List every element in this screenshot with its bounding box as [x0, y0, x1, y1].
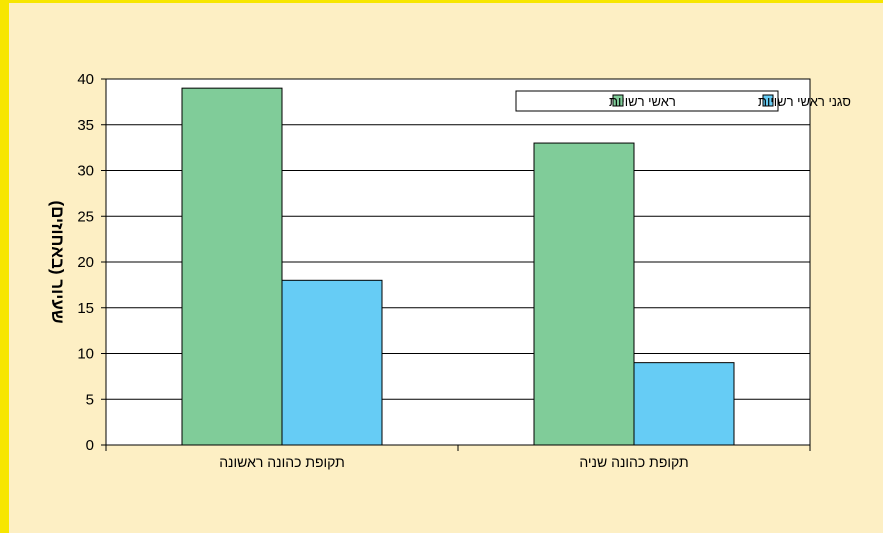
legend: סגני ראשי רשויות ראשי רשויות — [515, 90, 851, 112]
y-tick-label: 10 — [77, 346, 94, 363]
y-axis-label: שעיור (באחוזים) — [48, 200, 67, 323]
y-tick-label: 35 — [77, 117, 94, 134]
x-category-label: תקופת כהונה שניה — [579, 454, 688, 470]
y-tick-label: 0 — [86, 437, 94, 454]
legend-swatch-heads — [612, 94, 624, 107]
y-tick-label: 15 — [77, 300, 94, 317]
y-tick-label: 25 — [77, 208, 94, 225]
bars — [181, 87, 735, 446]
bar-deputy-heads-1 — [633, 362, 735, 446]
legend-label-heads: ראשי רשויות — [609, 94, 676, 109]
y-tick-label: 20 — [77, 254, 94, 271]
y-tick-label: 30 — [77, 163, 94, 180]
x-category-label: תקופת כהונה ראשונה — [219, 454, 345, 470]
y-tick-label: 5 — [86, 391, 94, 408]
legend-swatch-deputy-heads — [762, 94, 774, 107]
axes: 0 5 10 15 20 25 30 35 40 תקופת כהונה ראשונה תקופת … — [77, 71, 811, 470]
bar-heads-0 — [181, 87, 283, 446]
legend-label-deputy-heads: סגני ראשי רשויות — [758, 94, 851, 109]
legend-box — [515, 90, 779, 112]
bar-deputy-heads-0 — [281, 279, 383, 446]
y-tick-label: 40 — [77, 71, 94, 88]
bar-heads-1 — [533, 142, 635, 446]
